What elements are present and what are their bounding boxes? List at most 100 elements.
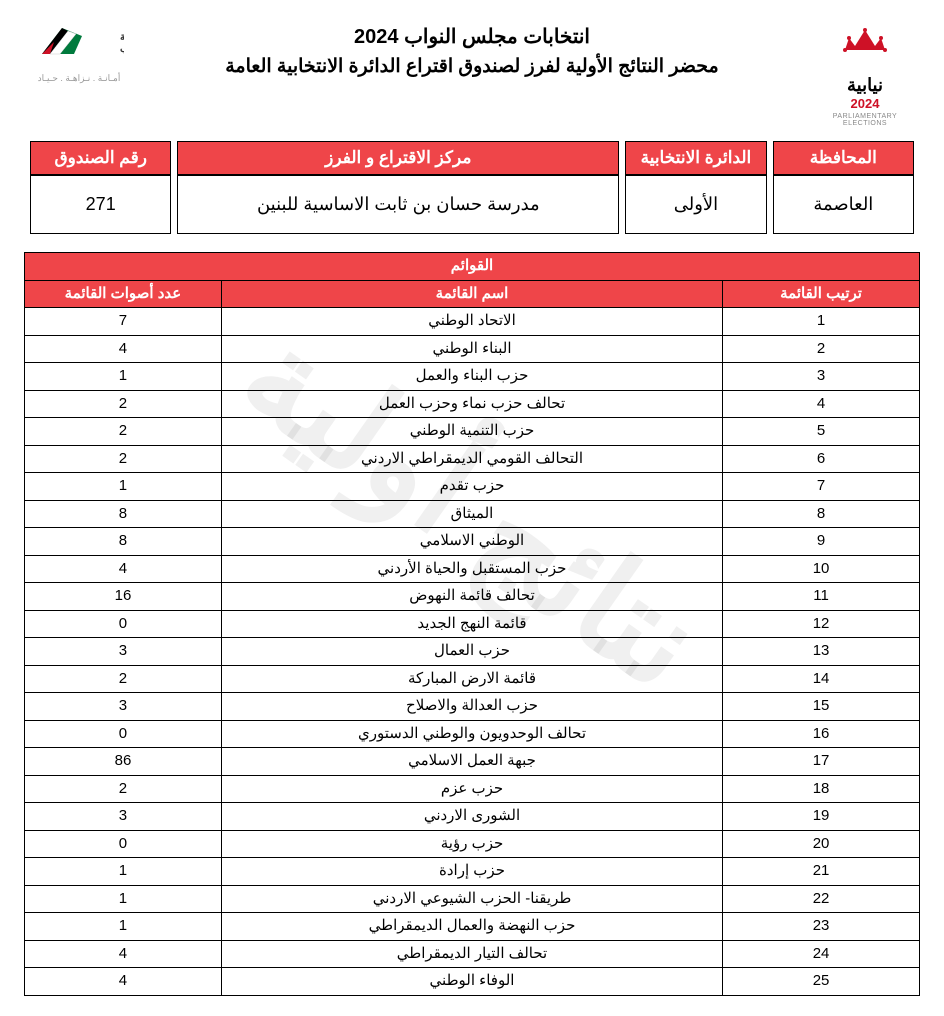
cell-votes: 2 (25, 665, 222, 693)
cell-rank: 6 (723, 445, 920, 473)
cell-rank: 3 (723, 363, 920, 391)
cell-rank: 18 (723, 775, 920, 803)
cell-votes: 0 (25, 610, 222, 638)
cell-name: قائمة الارض المباركة (221, 665, 722, 693)
cell-name: الشورى الاردني (221, 803, 722, 831)
table-row: 7حزب تقدم1 (25, 473, 920, 501)
info-value-governorate: العاصمة (773, 175, 914, 234)
cell-votes: 8 (25, 528, 222, 556)
cell-name: طريقنا- الحزب الشيوعي الاردني (221, 885, 722, 913)
cell-rank: 1 (723, 308, 920, 336)
table-row: 13حزب العمال3 (25, 638, 920, 666)
cell-name: تحالف حزب نماء وحزب العمل (221, 390, 722, 418)
table-row: 15حزب العدالة والاصلاح3 (25, 693, 920, 721)
info-header-district: الدائرة الانتخابية (625, 141, 766, 175)
cell-name: حزب التنمية الوطني (221, 418, 722, 446)
svg-text:للانتخاب: للانتخاب (120, 44, 124, 55)
table-row: 22طريقنا- الحزب الشيوعي الاردني1 (25, 885, 920, 913)
table-row: 23حزب النهضة والعمال الديمقراطي1 (25, 913, 920, 941)
main-title: انتخابات مجلس النواب 2024 (134, 24, 810, 49)
info-value-center: مدرسة حسان بن ثابت الاساسية للبنين (177, 175, 619, 234)
cell-rank: 2 (723, 335, 920, 363)
cell-rank: 25 (723, 968, 920, 996)
cell-name: حزب عزم (221, 775, 722, 803)
cell-rank: 22 (723, 885, 920, 913)
cell-votes: 4 (25, 335, 222, 363)
cell-rank: 11 (723, 583, 920, 611)
cell-votes: 1 (25, 913, 222, 941)
table-row: 11تحالف قائمة النهوض16 (25, 583, 920, 611)
lists-col-name: اسم القائمة (221, 280, 722, 308)
cell-rank: 17 (723, 748, 920, 776)
table-row: 1الاتحاد الوطني7 (25, 308, 920, 336)
cell-rank: 23 (723, 913, 920, 941)
info-value-box: 271 (30, 175, 171, 234)
cell-votes: 4 (25, 940, 222, 968)
table-row: 19الشورى الاردني3 (25, 803, 920, 831)
logo-elections-year: 2024 (810, 96, 920, 111)
info-table: المحافظة الدائرة الانتخابية مركز الاقترا… (24, 141, 920, 234)
cell-votes: 1 (25, 858, 222, 886)
table-row: 9الوطني الاسلامي8 (25, 528, 920, 556)
cell-rank: 21 (723, 858, 920, 886)
cell-rank: 5 (723, 418, 920, 446)
info-header-box: رقم الصندوق (30, 141, 171, 175)
cell-name: حزب المستقبل والحياة الأردني (221, 555, 722, 583)
cell-rank: 16 (723, 720, 920, 748)
cell-votes: 2 (25, 445, 222, 473)
cell-name: حزب العمال (221, 638, 722, 666)
info-header-center: مركز الاقتراع و الفرز (177, 141, 619, 175)
table-row: 3حزب البناء والعمل1 (25, 363, 920, 391)
cell-rank: 14 (723, 665, 920, 693)
document-header: نيابية 2024 PARLIAMENTARY ELECTIONS انتخ… (24, 20, 920, 127)
cell-rank: 24 (723, 940, 920, 968)
cell-votes: 4 (25, 968, 222, 996)
table-row: 12قائمة النهج الجديد0 (25, 610, 920, 638)
logo-iec-motto: أمـانـة . نـزاهـة . حـيـاد (24, 73, 134, 84)
cell-name: قائمة النهج الجديد (221, 610, 722, 638)
cell-name: حزب البناء والعمل (221, 363, 722, 391)
table-row: 16تحالف الوحدويون والوطني الدستوري0 (25, 720, 920, 748)
cell-name: الميثاق (221, 500, 722, 528)
cell-votes: 3 (25, 803, 222, 831)
cell-name: تحالف التيار الديمقراطي (221, 940, 722, 968)
table-row: 17جبهة العمل الاسلامي86 (25, 748, 920, 776)
info-value-district: الأولى (625, 175, 766, 234)
cell-name: حزب إرادة (221, 858, 722, 886)
cell-votes: 3 (25, 638, 222, 666)
table-row: 25الوفاء الوطني4 (25, 968, 920, 996)
table-row: 4تحالف حزب نماء وحزب العمل2 (25, 390, 920, 418)
table-row: 14قائمة الارض المباركة2 (25, 665, 920, 693)
table-row: 6التحالف القومي الديمقراطي الاردني2 (25, 445, 920, 473)
cell-name: جبهة العمل الاسلامي (221, 748, 722, 776)
table-row: 8الميثاق8 (25, 500, 920, 528)
info-header-governorate: المحافظة (773, 141, 914, 175)
cell-rank: 20 (723, 830, 920, 858)
cell-rank: 13 (723, 638, 920, 666)
cell-rank: 15 (723, 693, 920, 721)
cell-votes: 2 (25, 418, 222, 446)
crown-icon (835, 20, 895, 68)
cell-rank: 4 (723, 390, 920, 418)
table-row: 21حزب إرادة1 (25, 858, 920, 886)
cell-votes: 1 (25, 473, 222, 501)
table-row: 18حزب عزم2 (25, 775, 920, 803)
cell-votes: 1 (25, 363, 222, 391)
cell-name: حزب تقدم (221, 473, 722, 501)
cell-name: البناء الوطني (221, 335, 722, 363)
cell-rank: 10 (723, 555, 920, 583)
lists-col-rank: ترتيب القائمة (723, 280, 920, 308)
cell-votes: 2 (25, 390, 222, 418)
table-row: 2البناء الوطني4 (25, 335, 920, 363)
cell-votes: 2 (25, 775, 222, 803)
cell-name: الوفاء الوطني (221, 968, 722, 996)
logo-elections-text-ar: نيابية (810, 75, 920, 96)
cell-name: التحالف القومي الديمقراطي الاردني (221, 445, 722, 473)
lists-col-votes: عدد أصوات القائمة (25, 280, 222, 308)
cell-votes: 3 (25, 693, 222, 721)
cell-votes: 16 (25, 583, 222, 611)
cell-votes: 1 (25, 885, 222, 913)
cell-votes: 8 (25, 500, 222, 528)
table-row: 10حزب المستقبل والحياة الأردني4 (25, 555, 920, 583)
lists-section-title: القوائم (25, 253, 920, 281)
